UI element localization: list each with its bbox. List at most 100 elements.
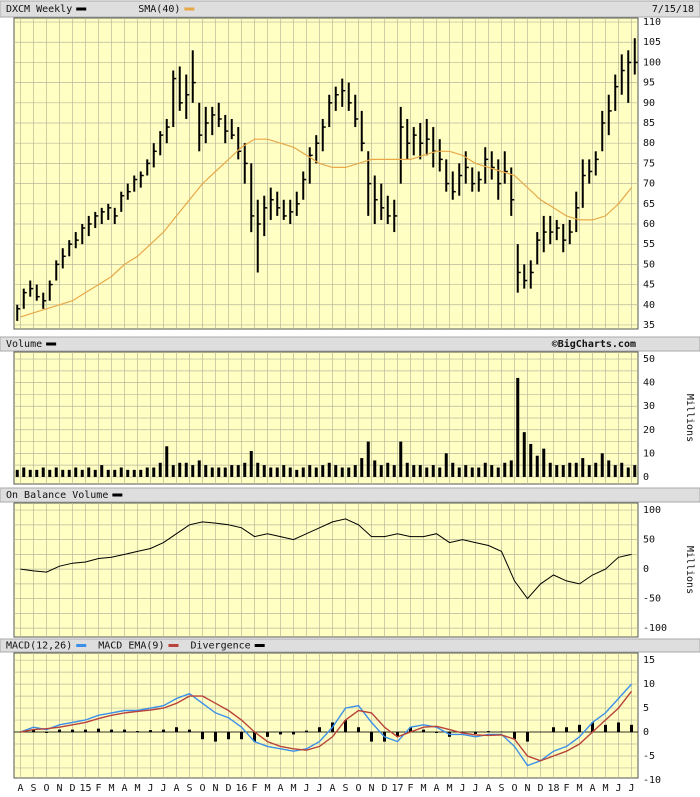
volume-bar: [269, 467, 273, 477]
divergence-bar: [136, 731, 139, 733]
volume-bar: [236, 465, 240, 477]
plot-area: [13, 652, 639, 779]
volume-bar: [152, 467, 156, 477]
volume-bar: [171, 465, 175, 477]
y-tick-label: -5: [643, 751, 655, 762]
volume-bar: [561, 465, 565, 477]
y-tick-label: 0: [643, 564, 649, 575]
y-tick-label: 35: [643, 320, 655, 331]
divergence-bar: [357, 727, 360, 733]
volume-bar: [15, 469, 19, 477]
volume-bar: [249, 451, 253, 477]
divergence-bar: [279, 732, 282, 735]
x-tick-label: M: [290, 783, 296, 794]
divergence-bar: [435, 732, 438, 733]
volume-bar: [457, 467, 461, 477]
source-label: ©BigCharts.com: [552, 338, 636, 350]
volume-bar: [308, 465, 312, 477]
divergence-bar: [214, 732, 217, 742]
volume-bar: [230, 465, 234, 477]
y-tick-label: 55: [643, 239, 655, 250]
x-tick-label: D: [537, 783, 543, 794]
volume-bar: [379, 465, 383, 477]
divergence-bar: [422, 729, 425, 733]
volume-bar: [516, 377, 520, 477]
volume-bar: [145, 467, 149, 477]
x-tick-label: S: [342, 783, 348, 794]
volume-bar: [418, 465, 422, 477]
y-tick-label: 90: [643, 98, 655, 109]
volume-bar: [217, 467, 221, 477]
divergence-bar: [240, 732, 243, 740]
panel-header: [0, 336, 700, 352]
x-tick-label: M: [602, 783, 608, 794]
x-tick-label: A: [17, 783, 23, 794]
y-tick-label: -100: [643, 623, 667, 634]
y-tick-label: 100: [643, 505, 661, 516]
divergence-bar: [123, 729, 126, 733]
divergence-bar: [292, 732, 295, 735]
divergence-bar: [32, 729, 35, 733]
y-tick-label: 0: [643, 727, 649, 738]
volume-bar: [197, 460, 201, 477]
y-tick-label: 100: [643, 57, 661, 68]
y-tick-label: -10: [643, 775, 661, 786]
x-tick-label: A: [173, 783, 179, 794]
x-tick-label: A: [589, 783, 595, 794]
y-tick-label: -50: [643, 594, 661, 605]
x-tick-label: S: [186, 783, 192, 794]
y-tick-label: 105: [643, 37, 661, 48]
volume-bar: [522, 432, 526, 477]
volume-bar: [587, 465, 591, 477]
volume-bar: [431, 465, 435, 477]
divergence-bar: [201, 732, 204, 740]
y-tick-label: 95: [643, 78, 655, 89]
volume-bar: [360, 458, 364, 477]
divergence-bar: [253, 732, 256, 742]
y-tick-label: 40: [643, 378, 655, 389]
volume-bar: [184, 462, 188, 477]
divergence-bar: [188, 729, 191, 733]
volume-bar: [366, 441, 370, 477]
volume-bar: [191, 465, 195, 477]
volume-bar: [555, 465, 559, 477]
volume-bar: [93, 469, 97, 477]
x-tick-label: 15: [79, 783, 91, 794]
y-tick-label: 75: [643, 158, 655, 169]
divergence-bar: [110, 729, 113, 733]
y-tick-label: 50: [643, 259, 655, 270]
volume-bar: [574, 462, 578, 477]
x-tick-label: A: [121, 783, 127, 794]
divergence-bar: [84, 729, 87, 733]
volume-bar: [158, 462, 162, 477]
obv-line: [20, 518, 632, 600]
volume-bar: [132, 469, 136, 477]
volume-bar: [301, 467, 305, 477]
x-tick-label: M: [108, 783, 114, 794]
panel-header: [0, 638, 700, 653]
x-tick-label: 16: [235, 783, 247, 794]
volume-bar: [477, 467, 481, 477]
volume-bar: [620, 462, 624, 477]
x-tick-label: A: [485, 783, 491, 794]
x-tick-label: N: [212, 783, 218, 794]
divergence-bar: [58, 729, 61, 733]
x-tick-label: D: [225, 783, 231, 794]
divergence-bar: [305, 730, 308, 733]
divergence-bar: [344, 720, 347, 733]
volume-bar: [626, 467, 630, 477]
divergence-bar: [149, 730, 152, 733]
volume-bar: [80, 469, 84, 477]
volume-bar: [340, 467, 344, 477]
divergence-bar: [162, 729, 165, 733]
x-tick-label: S: [498, 783, 504, 794]
volume-bar: [600, 453, 604, 477]
x-tick-label: N: [524, 783, 530, 794]
y-tick-label: 110: [643, 17, 661, 28]
y-tick-label: 0: [643, 472, 649, 483]
x-tick-label: F: [95, 783, 101, 794]
volume-bar: [106, 469, 110, 477]
volume-bar: [399, 441, 403, 477]
volume-bar: [327, 462, 331, 477]
